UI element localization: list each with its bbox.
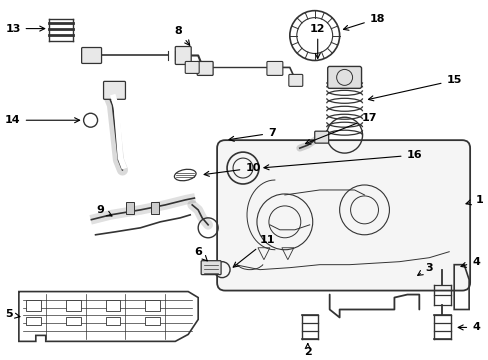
Text: 15: 15: [367, 75, 461, 101]
Bar: [26, 300, 41, 311]
Text: 5: 5: [5, 310, 20, 319]
Text: 9: 9: [97, 205, 112, 216]
Text: 2: 2: [303, 343, 311, 357]
Bar: [105, 300, 120, 311]
Bar: [151, 202, 159, 214]
Text: 8: 8: [174, 26, 189, 45]
Text: 4: 4: [460, 257, 479, 267]
Text: 10: 10: [203, 163, 260, 176]
FancyBboxPatch shape: [266, 62, 282, 75]
Text: 6: 6: [194, 247, 207, 261]
FancyBboxPatch shape: [197, 62, 213, 75]
Text: 7: 7: [228, 128, 275, 141]
FancyBboxPatch shape: [175, 46, 191, 64]
Text: 4: 4: [457, 323, 479, 332]
FancyBboxPatch shape: [81, 48, 102, 63]
Text: 16: 16: [264, 150, 421, 170]
FancyBboxPatch shape: [103, 81, 125, 99]
FancyBboxPatch shape: [201, 261, 221, 275]
FancyBboxPatch shape: [185, 62, 199, 73]
Bar: [105, 318, 120, 325]
Bar: [145, 318, 160, 325]
Text: 13: 13: [5, 24, 44, 33]
FancyBboxPatch shape: [314, 131, 328, 143]
FancyBboxPatch shape: [288, 75, 302, 86]
Bar: [26, 318, 41, 325]
Bar: [65, 318, 81, 325]
Bar: [126, 202, 134, 214]
Bar: [145, 300, 160, 311]
Text: 12: 12: [309, 24, 325, 58]
Text: 17: 17: [305, 113, 377, 144]
Text: 18: 18: [343, 14, 385, 30]
Text: 3: 3: [417, 263, 432, 275]
Text: 1: 1: [465, 195, 482, 205]
Bar: [65, 300, 81, 311]
Text: 11: 11: [233, 235, 275, 267]
Text: 14: 14: [5, 115, 80, 125]
FancyBboxPatch shape: [217, 140, 469, 291]
FancyBboxPatch shape: [327, 67, 361, 88]
